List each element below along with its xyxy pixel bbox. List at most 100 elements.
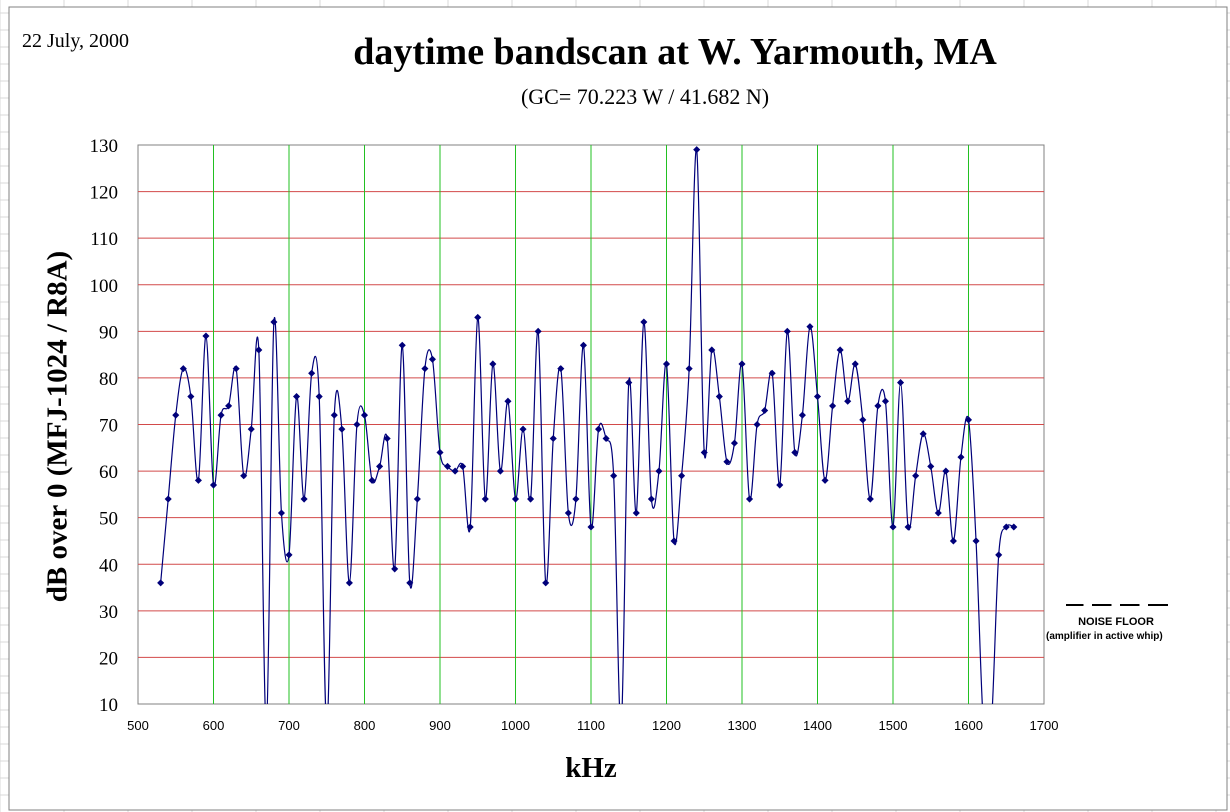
x-tick-label: 1000 [501, 718, 530, 733]
y-axis-label: dB over 0 (MFJ-1024 / R8A) [41, 250, 74, 603]
data-point [662, 360, 671, 368]
x-tick-label: 1600 [954, 718, 983, 733]
data-point [927, 462, 935, 470]
data-point [919, 430, 927, 438]
legend-title: NOISE FLOOR [1078, 616, 1154, 628]
x-tick-label: 500 [127, 718, 149, 733]
grid-layer [138, 145, 1044, 704]
x-tick-label: 700 [278, 718, 300, 733]
data-point [753, 420, 761, 429]
data-point [315, 393, 323, 401]
data-point [459, 462, 467, 470]
data-point [866, 495, 874, 503]
data-point [1002, 523, 1010, 531]
x-tick-label: 1300 [728, 718, 757, 733]
data-point [798, 411, 806, 419]
data-point [293, 393, 301, 401]
data-point [942, 467, 950, 475]
data-point [496, 467, 504, 475]
data-point [451, 467, 459, 475]
data-point [368, 476, 376, 484]
chart-title: daytime bandscan at W. Yarmouth, MA [353, 31, 997, 73]
data-point [587, 523, 595, 531]
data-point [172, 411, 180, 419]
data-point [851, 360, 859, 368]
data-point [255, 346, 263, 354]
data-point [330, 411, 338, 419]
data-point [489, 360, 497, 368]
data-point [972, 537, 980, 545]
x-tick-label: 1100 [577, 718, 605, 733]
data-point [428, 355, 436, 363]
legend-subtitle: (amplifier in active whip) [1046, 631, 1163, 642]
data-point [640, 318, 648, 326]
y-tick-label: 90 [99, 322, 118, 343]
data-point [829, 402, 837, 410]
data-point [270, 318, 278, 326]
data-point [527, 495, 535, 503]
data-point [542, 579, 550, 587]
legend: NOISE FLOOR (amplifier in active whip) [1046, 604, 1230, 642]
data-point [179, 365, 187, 373]
data-point [579, 341, 587, 349]
data-point [655, 467, 663, 475]
x-tick-label: 1400 [803, 718, 832, 733]
y-tick-label: 70 [99, 416, 118, 437]
data-point [300, 495, 308, 503]
data-point [338, 425, 346, 433]
data-point [474, 313, 482, 321]
y-tick-label: 80 [99, 369, 118, 390]
y-tick-label: 40 [99, 555, 118, 576]
data-point [240, 472, 248, 480]
data-point [421, 365, 429, 373]
data-point [504, 397, 512, 405]
data-point [534, 327, 542, 335]
data-point [466, 523, 474, 531]
data-point [625, 379, 633, 387]
legend-dashed-line [1066, 604, 1174, 606]
data-point [217, 411, 225, 419]
data-point [738, 360, 746, 368]
data-point [194, 476, 202, 484]
data-point [897, 379, 905, 387]
y-tick-label: 60 [99, 462, 118, 483]
series-group [157, 146, 1018, 704]
data-point [723, 458, 731, 466]
axis-layer: 10 20 30 40 50 60 70 80 90 100 110 120 130 500 600 700 8… [90, 136, 1059, 733]
data-point [904, 523, 912, 531]
data-point [1010, 523, 1018, 531]
data-point [730, 439, 738, 447]
data-point [813, 393, 822, 401]
data-point [791, 448, 799, 456]
data-point [783, 327, 791, 335]
data-point [685, 365, 693, 373]
data-point [549, 434, 557, 443]
y-tick-label: 10 [99, 695, 118, 716]
data-point [376, 462, 384, 470]
data-point [700, 448, 708, 456]
data-point [949, 537, 957, 545]
data-point [595, 425, 603, 433]
data-point [572, 495, 580, 503]
date-label: 22 July, 2000 [22, 30, 130, 52]
data-point [436, 448, 444, 456]
data-point [995, 551, 1003, 559]
data-point [761, 406, 769, 415]
data-point [602, 434, 610, 443]
data-point [398, 341, 406, 349]
x-tick-label: 1700 [1030, 718, 1059, 733]
data-point [746, 495, 754, 503]
data-point [511, 495, 520, 503]
data-point [874, 402, 882, 410]
data-point [345, 579, 353, 587]
data-point [708, 346, 716, 354]
y-tick-label: 120 [90, 183, 119, 204]
y-tick-label: 30 [99, 602, 118, 623]
data-point [353, 420, 361, 429]
data-point [308, 369, 316, 377]
x-tick-label: 1200 [652, 718, 681, 733]
y-tick-label: 50 [99, 509, 118, 530]
data-point [519, 425, 527, 433]
series-layer [157, 146, 1018, 704]
